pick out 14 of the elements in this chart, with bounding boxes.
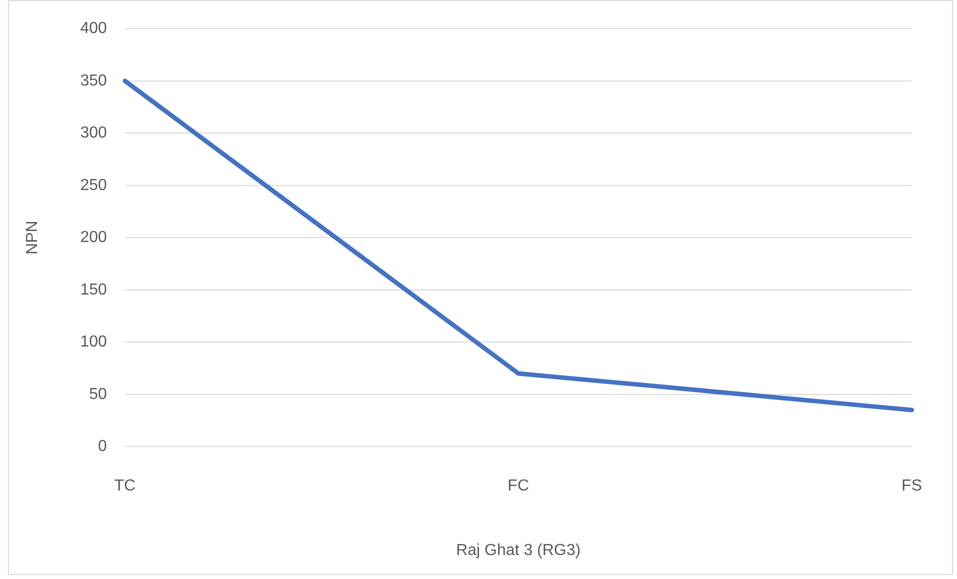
y-tick-label: 300 — [80, 124, 107, 142]
x-tick-label: TC — [114, 478, 136, 495]
y-tick-label: 350 — [80, 72, 107, 90]
y-tick-label: 200 — [80, 229, 107, 246]
y-tick-label: 250 — [80, 176, 107, 194]
y-axis-title: NPN — [24, 220, 42, 254]
y-tick-label: 100 — [80, 334, 107, 351]
y-tick-label: 0 — [98, 438, 107, 456]
y-tick-label: 400 — [80, 20, 107, 38]
y-tick-label: 150 — [80, 281, 107, 298]
x-tick-label: FS — [902, 478, 922, 495]
x-tick-label: FC — [508, 478, 529, 495]
x-axis-title: Raj Ghat 3 (RG3) — [456, 542, 581, 559]
y-tick-label: 50 — [89, 386, 107, 403]
